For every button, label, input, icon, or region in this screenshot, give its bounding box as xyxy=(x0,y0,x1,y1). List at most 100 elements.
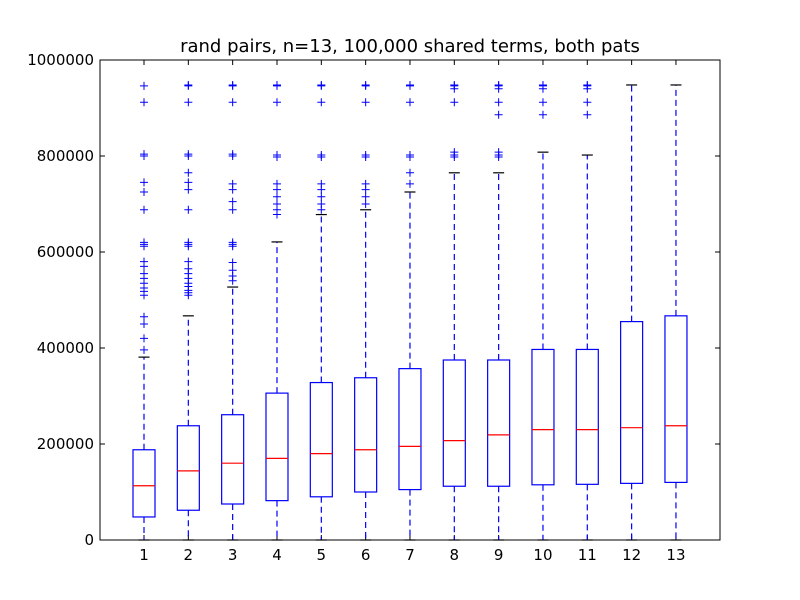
y-tick-label: 600000 xyxy=(37,243,94,261)
flier-point xyxy=(184,150,193,159)
y-tick-label: 400000 xyxy=(37,339,94,357)
flier-point xyxy=(140,178,148,187)
flier-point xyxy=(361,151,370,160)
x-tick-label: 12 xyxy=(622,546,641,564)
flier-point xyxy=(405,168,414,177)
flier-point xyxy=(450,80,459,89)
box-iqr xyxy=(575,348,599,485)
x-tick-label: 2 xyxy=(184,546,194,564)
flier-point xyxy=(583,80,592,89)
flier-point xyxy=(228,80,237,89)
flier-point xyxy=(361,179,370,188)
flier-point xyxy=(272,192,281,201)
flier-point xyxy=(317,80,326,89)
flier-point xyxy=(184,168,193,177)
flier-point xyxy=(140,345,148,354)
flier-point xyxy=(317,192,326,201)
flier-point xyxy=(184,205,193,214)
flier-point xyxy=(272,151,281,160)
flier-point xyxy=(405,98,414,107)
box-iqr xyxy=(221,414,245,505)
y-tick-label: 1000000 xyxy=(27,51,94,69)
x-tick-label: 3 xyxy=(228,546,238,564)
flier-point xyxy=(228,197,237,206)
axes-frame xyxy=(99,59,721,541)
flier-point xyxy=(140,312,148,321)
flier-point xyxy=(140,188,148,196)
flier-point xyxy=(228,266,237,275)
x-tick-label: 13 xyxy=(666,546,685,564)
flier-point xyxy=(228,98,237,107)
box-iqr xyxy=(176,425,200,511)
x-tick-label: 10 xyxy=(533,546,552,564)
y-tick-label: 800000 xyxy=(37,147,94,165)
flier-point xyxy=(361,200,370,208)
flier-point xyxy=(272,80,281,89)
flier-point xyxy=(228,258,237,267)
flier-point xyxy=(317,179,326,188)
flier-point xyxy=(184,178,193,187)
chart-title: rand pairs, n=13, 100,000 shared terms, … xyxy=(180,36,640,57)
box-iqr xyxy=(531,348,555,486)
flier-point xyxy=(494,148,503,157)
box-iqr xyxy=(354,377,378,493)
flier-point xyxy=(405,179,414,188)
flier-point xyxy=(184,264,193,273)
x-tick-label: 1 xyxy=(139,546,149,564)
box-iqr xyxy=(398,368,422,491)
flier-point xyxy=(538,98,547,107)
box-iqr xyxy=(620,321,644,484)
flier-point xyxy=(317,98,326,107)
flier-point xyxy=(140,98,148,107)
flier-point xyxy=(405,80,414,89)
flier-point xyxy=(272,200,281,208)
x-tick-label: 9 xyxy=(494,546,504,564)
x-tick-label: 4 xyxy=(272,546,282,564)
box-iqr xyxy=(487,359,511,487)
x-tick-label: 7 xyxy=(405,546,415,564)
flier-point xyxy=(184,185,193,194)
flier-point xyxy=(538,80,547,89)
flier-point xyxy=(450,148,459,157)
flier-point xyxy=(228,150,237,159)
y-tick-label: 0 xyxy=(84,531,94,549)
flier-point xyxy=(361,98,370,107)
flier-point xyxy=(272,179,281,188)
y-tick-label: 200000 xyxy=(37,435,94,453)
x-tick-label: 5 xyxy=(317,546,327,564)
flier-point xyxy=(228,238,237,247)
flier-point xyxy=(140,257,148,266)
flier-point xyxy=(140,205,148,214)
flier-point xyxy=(494,80,503,89)
flier-point xyxy=(494,98,503,107)
box-iqr xyxy=(309,381,333,498)
x-tick-label: 6 xyxy=(361,546,371,564)
x-tick-label: 8 xyxy=(450,546,460,564)
flier-point xyxy=(361,192,370,201)
flier-point xyxy=(140,269,148,278)
x-tick-label: 11 xyxy=(578,546,597,564)
flier-point xyxy=(405,151,414,160)
flier-point xyxy=(317,151,326,160)
flier-point xyxy=(494,110,503,119)
flier-point xyxy=(184,238,193,247)
flier-point xyxy=(140,81,148,90)
flier-point xyxy=(538,110,547,119)
flier-point xyxy=(140,320,148,328)
flier-point xyxy=(228,179,237,188)
flier-point xyxy=(450,98,459,107)
box-iqr xyxy=(132,449,156,518)
flier-point xyxy=(583,98,592,107)
flier-point xyxy=(184,80,193,89)
flier-point xyxy=(228,205,237,214)
flier-point xyxy=(583,110,592,119)
flier-point xyxy=(361,80,370,89)
box-iqr xyxy=(664,315,688,483)
flier-point xyxy=(140,238,148,247)
flier-point xyxy=(184,257,193,266)
box-iqr xyxy=(442,359,466,487)
flier-point xyxy=(140,334,148,343)
